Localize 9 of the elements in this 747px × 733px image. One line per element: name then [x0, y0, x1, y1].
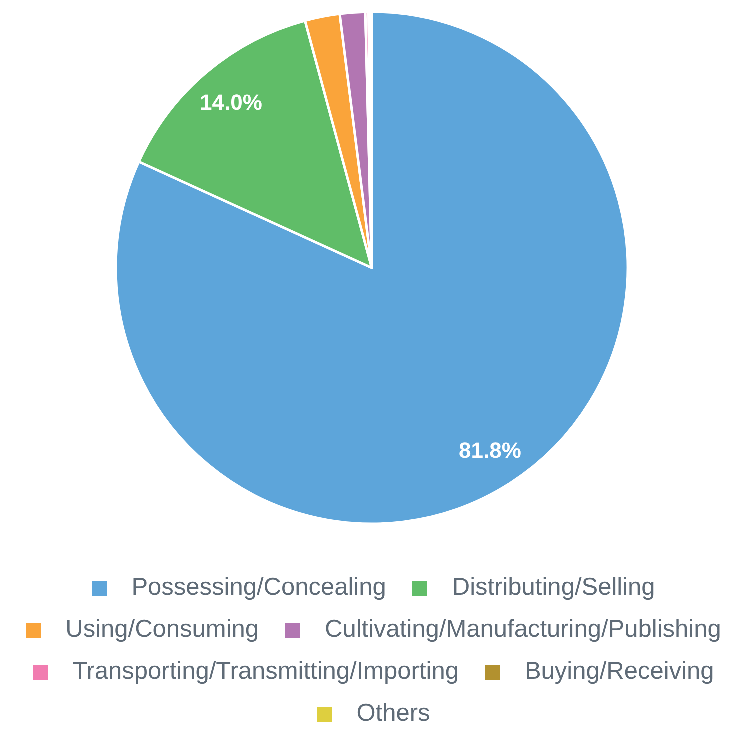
- legend-label: Buying/Receiving: [524, 657, 714, 687]
- legend-label: Possessing/Concealing: [132, 573, 386, 603]
- legend-label: Distributing/Selling: [452, 573, 656, 603]
- legend-label: Cultivating/Manufacturing/Publishing: [325, 615, 722, 645]
- data-label: 14.0%: [200, 90, 262, 115]
- legend-label: Using/Consuming: [66, 615, 260, 645]
- data-label: 81.8%: [459, 438, 522, 463]
- legend-label: Transporting/Transmitting/Importing: [72, 657, 459, 687]
- legend-label: Others: [356, 699, 430, 729]
